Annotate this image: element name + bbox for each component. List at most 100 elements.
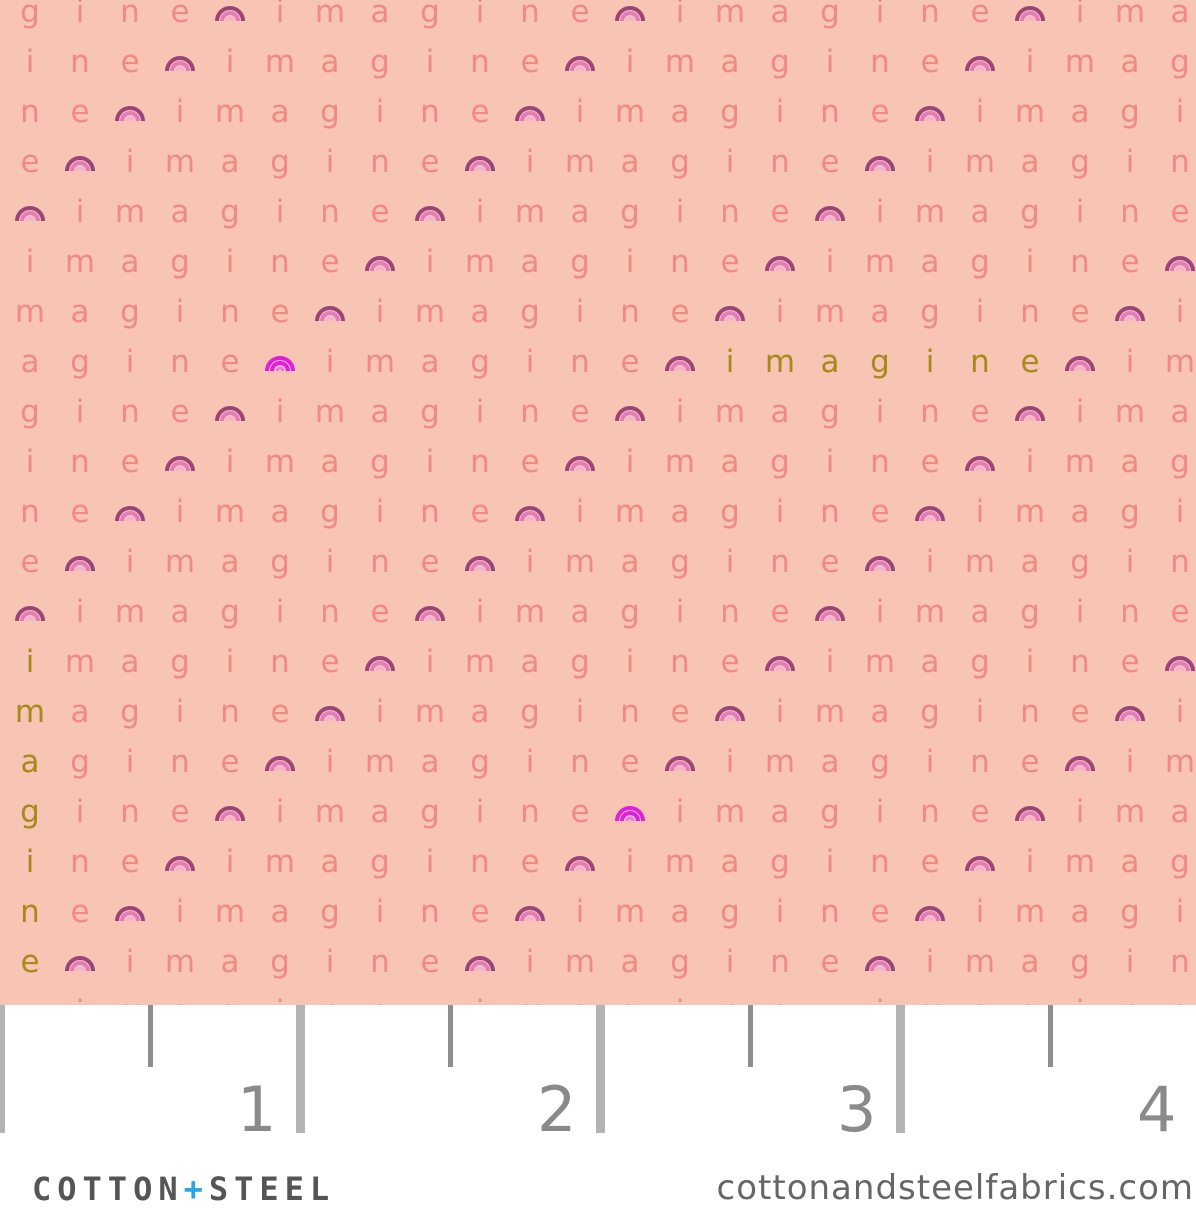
pattern-letter: g (420, 793, 440, 830)
pattern-letter: i (925, 943, 935, 980)
pattern-letter: g (570, 643, 590, 680)
pattern-letter: e (120, 843, 140, 880)
pattern-letter: i (325, 543, 335, 580)
rainbow-icon (265, 756, 295, 772)
pattern-letter: g (1170, 443, 1190, 480)
pattern-rainbow (905, 87, 955, 137)
pattern-letter: g (1170, 43, 1190, 80)
pattern-rainbow (955, 37, 1005, 87)
pattern-letter: m (864, 243, 896, 280)
pattern-letter: n (720, 593, 740, 630)
pattern-rainbow (405, 187, 455, 237)
pattern-letter: a (220, 943, 240, 980)
pattern-letter: i (425, 843, 435, 880)
rainbow-icon (965, 456, 995, 472)
pattern-rainbow (55, 537, 105, 587)
pattern-letter: n (420, 93, 440, 130)
pattern-letter: g (470, 743, 490, 780)
brand-right: STEEL (208, 1170, 336, 1208)
pattern-letter: i (275, 0, 285, 30)
pattern-letter: n (220, 293, 240, 330)
pattern-letter: n (1070, 243, 1090, 280)
pattern-letter: e (420, 543, 440, 580)
pattern-letter: n (1070, 643, 1090, 680)
pattern-letter: e (920, 843, 940, 880)
pattern-rainbow (305, 687, 355, 737)
pattern-rainbow (255, 337, 305, 387)
pattern-letter: g (1120, 93, 1140, 130)
pattern-letter: e (20, 543, 40, 580)
pattern-letter: m (714, 793, 746, 830)
pattern-letter: e (70, 93, 90, 130)
rainbow-icon (115, 106, 145, 122)
ruler-tick-minor (748, 1005, 753, 1067)
pattern-letter: n (20, 93, 40, 130)
rainbow-icon (665, 756, 695, 772)
pattern-letter: i (475, 0, 485, 30)
pattern-rainbow (805, 587, 855, 637)
pattern-letter: m (1014, 93, 1046, 130)
rainbow-icon (565, 456, 595, 472)
pattern-letter: m (164, 143, 196, 180)
pattern-letter: m (764, 743, 796, 780)
pattern-letter: n (705, 987, 755, 1005)
rainbow-icon (965, 56, 995, 72)
pattern-letter: g (720, 893, 740, 930)
pattern-letter: i (1175, 93, 1185, 130)
pattern-letter: g (770, 443, 790, 480)
pattern-rainbow (705, 287, 755, 337)
pattern-letter: i (325, 943, 335, 980)
pattern-letter: g (520, 693, 540, 730)
pattern-letter: g (670, 543, 690, 580)
rainbow-icon (615, 806, 645, 822)
pattern-letter: m (314, 793, 346, 830)
pattern-letter: i (575, 693, 585, 730)
pattern-letter: a (970, 593, 990, 630)
pattern-letter: i (1075, 593, 1085, 630)
pattern-letter: a (670, 893, 690, 930)
pattern-letter: e (770, 593, 790, 630)
rainbow-icon (515, 506, 545, 522)
pattern-letter: i (175, 293, 185, 330)
pattern-letter: g (270, 943, 290, 980)
ruler-number: 1 (237, 1073, 277, 1146)
pattern-letter: i (275, 393, 285, 430)
pattern-letter: e (170, 793, 190, 830)
rainbow-icon (865, 956, 895, 972)
pattern-letter: m (1164, 743, 1196, 780)
pattern-letter: i (425, 643, 435, 680)
pattern-letter: i (725, 143, 735, 180)
pattern-letter: m (1064, 843, 1096, 880)
pattern-letter: e (770, 193, 790, 230)
ruler: 1 2 3 4 COTTON+STEEL cottonandsteelfabri… (0, 1005, 1196, 1232)
rainbow-icon (215, 6, 245, 22)
pattern-letter: i (75, 593, 85, 630)
pattern-rainbow (255, 737, 305, 787)
pattern-letter: g (720, 93, 740, 130)
pattern-letter: i (275, 193, 285, 230)
pattern-letter: n (470, 843, 490, 880)
ruler-tick-major (596, 1005, 605, 1133)
pattern-letter: e (670, 293, 690, 330)
pattern-letter: a (770, 393, 790, 430)
rainbow-icon (315, 306, 345, 322)
pattern-letter: n (820, 93, 840, 130)
pattern-rainbow (605, 787, 655, 837)
pattern-letter: e (620, 343, 640, 380)
pattern-letter: i (725, 543, 735, 580)
pattern-letter: g (470, 343, 490, 380)
pattern-letter: n (1020, 693, 1040, 730)
pattern-rainbow (105, 487, 155, 537)
pattern-letter: m (1114, 393, 1146, 430)
pattern-letter: n (520, 0, 540, 30)
pattern-letter: m (714, 0, 746, 30)
pattern-letter: g (205, 987, 255, 1005)
rainbow-icon (15, 206, 45, 222)
pattern-letter: i (725, 743, 735, 780)
brand-left: COTTON (32, 1170, 184, 1208)
pattern-letter: n (320, 593, 340, 630)
pattern-letter: n (470, 443, 490, 480)
pattern-letter: g (370, 843, 390, 880)
pattern-letter: g (820, 393, 840, 430)
